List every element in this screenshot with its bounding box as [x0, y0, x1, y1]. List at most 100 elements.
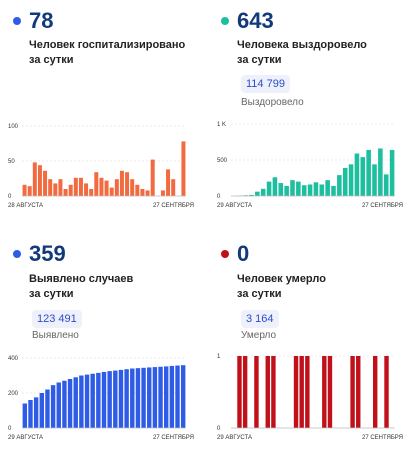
bar — [140, 189, 145, 196]
bar — [32, 162, 37, 196]
bar — [350, 356, 355, 428]
bar — [39, 393, 44, 428]
cases-value: 359 — [29, 241, 66, 266]
indicator-dot — [221, 17, 229, 25]
bar — [130, 179, 135, 196]
panel-deaths: 0 Человек умерло за сутки 3 164 Умерло 1… — [209, 226, 418, 451]
bar — [278, 183, 284, 196]
bar — [271, 356, 276, 428]
bar — [383, 174, 389, 196]
bar — [114, 179, 119, 196]
y-tick-label: 0 — [8, 194, 12, 200]
bar — [94, 172, 99, 196]
bar — [58, 179, 63, 196]
panel-hospitalized: 78 Человек госпитализировано за сутки 10… — [0, 0, 209, 225]
deaths-sublabel: за сутки — [237, 288, 282, 300]
recovered-value: 643 — [237, 8, 274, 33]
bar — [27, 186, 32, 196]
bar — [319, 184, 325, 196]
bar — [305, 356, 310, 428]
bar — [135, 184, 140, 196]
bar — [22, 403, 28, 428]
indicator-dot — [13, 17, 21, 25]
panel-recovered: 643 Человека выздоровело за сутки 114 79… — [209, 0, 418, 225]
bar — [373, 356, 378, 428]
bar — [150, 159, 155, 196]
bar — [130, 368, 135, 428]
bar — [290, 180, 295, 196]
bar — [118, 369, 124, 428]
bar — [272, 177, 278, 196]
bar — [145, 190, 150, 196]
bar — [378, 148, 383, 196]
bar — [124, 369, 129, 428]
bar — [354, 153, 360, 196]
bar — [147, 367, 152, 428]
bar — [348, 164, 354, 196]
bar — [141, 367, 146, 428]
bar — [171, 179, 176, 196]
bar — [101, 372, 107, 428]
bar — [104, 180, 109, 196]
bar — [84, 374, 90, 429]
hospitalized-value: 78 — [29, 8, 54, 33]
y-tick-label: 200 — [8, 391, 19, 397]
bar — [180, 365, 186, 429]
x-end-label: 27 СЕНТЯБРЯ — [362, 435, 403, 441]
bar — [135, 368, 141, 428]
cases-sublabel: за сутки — [29, 288, 74, 300]
bar — [337, 175, 342, 196]
y-tick-label: 0 — [217, 426, 221, 432]
bar — [389, 149, 395, 196]
bar — [313, 182, 319, 196]
bar — [175, 365, 180, 429]
bar — [293, 356, 299, 428]
bar — [113, 370, 118, 428]
hospitalized-sublabel: за сутки — [29, 54, 74, 66]
bar — [266, 181, 272, 196]
bar — [249, 194, 254, 196]
cases-total-chip: 123 491 — [32, 310, 82, 328]
x-start-label: 28 АВГУСТА — [8, 203, 43, 209]
bar — [50, 385, 56, 429]
bar — [325, 180, 330, 196]
bar — [265, 356, 270, 428]
bar — [89, 189, 94, 196]
bar — [331, 185, 336, 196]
bar — [99, 177, 104, 196]
hospitalized-label: Человек госпитализировано — [29, 39, 186, 51]
bar — [160, 190, 165, 196]
bar — [53, 183, 58, 196]
bar — [260, 188, 266, 196]
bar — [164, 366, 169, 428]
bar — [90, 373, 95, 428]
bar — [152, 367, 158, 428]
y-tick-label: 50 — [8, 159, 15, 165]
recovered-total-chip: 114 799 — [241, 75, 290, 93]
panel-cases: 359 Выявлено случаев за сутки 123 491 Вы… — [0, 226, 209, 451]
bar — [356, 356, 361, 428]
bar — [43, 170, 48, 196]
y-tick-label: 1 K — [217, 122, 226, 128]
bar — [68, 184, 73, 196]
y-tick-label: 400 — [8, 356, 19, 362]
bar — [73, 177, 78, 196]
bar — [78, 177, 83, 196]
x-start-label: 29 АВГУСТА — [217, 435, 252, 441]
x-start-label: 29 АВГУСТА — [8, 435, 43, 441]
bar — [158, 366, 163, 428]
bar — [166, 169, 171, 196]
bar — [384, 356, 389, 428]
bar — [307, 184, 313, 196]
bar — [84, 183, 89, 196]
bar — [181, 141, 186, 196]
bar — [125, 172, 130, 196]
y-tick-label: 1 — [217, 354, 221, 360]
deaths-total-chip: 3 164 — [241, 310, 279, 328]
bar — [109, 187, 114, 196]
y-tick-label: 0 — [217, 194, 221, 200]
bar — [242, 356, 248, 428]
bar — [48, 179, 53, 196]
bar — [284, 185, 289, 196]
deaths-total-label: Умерло — [241, 330, 277, 341]
